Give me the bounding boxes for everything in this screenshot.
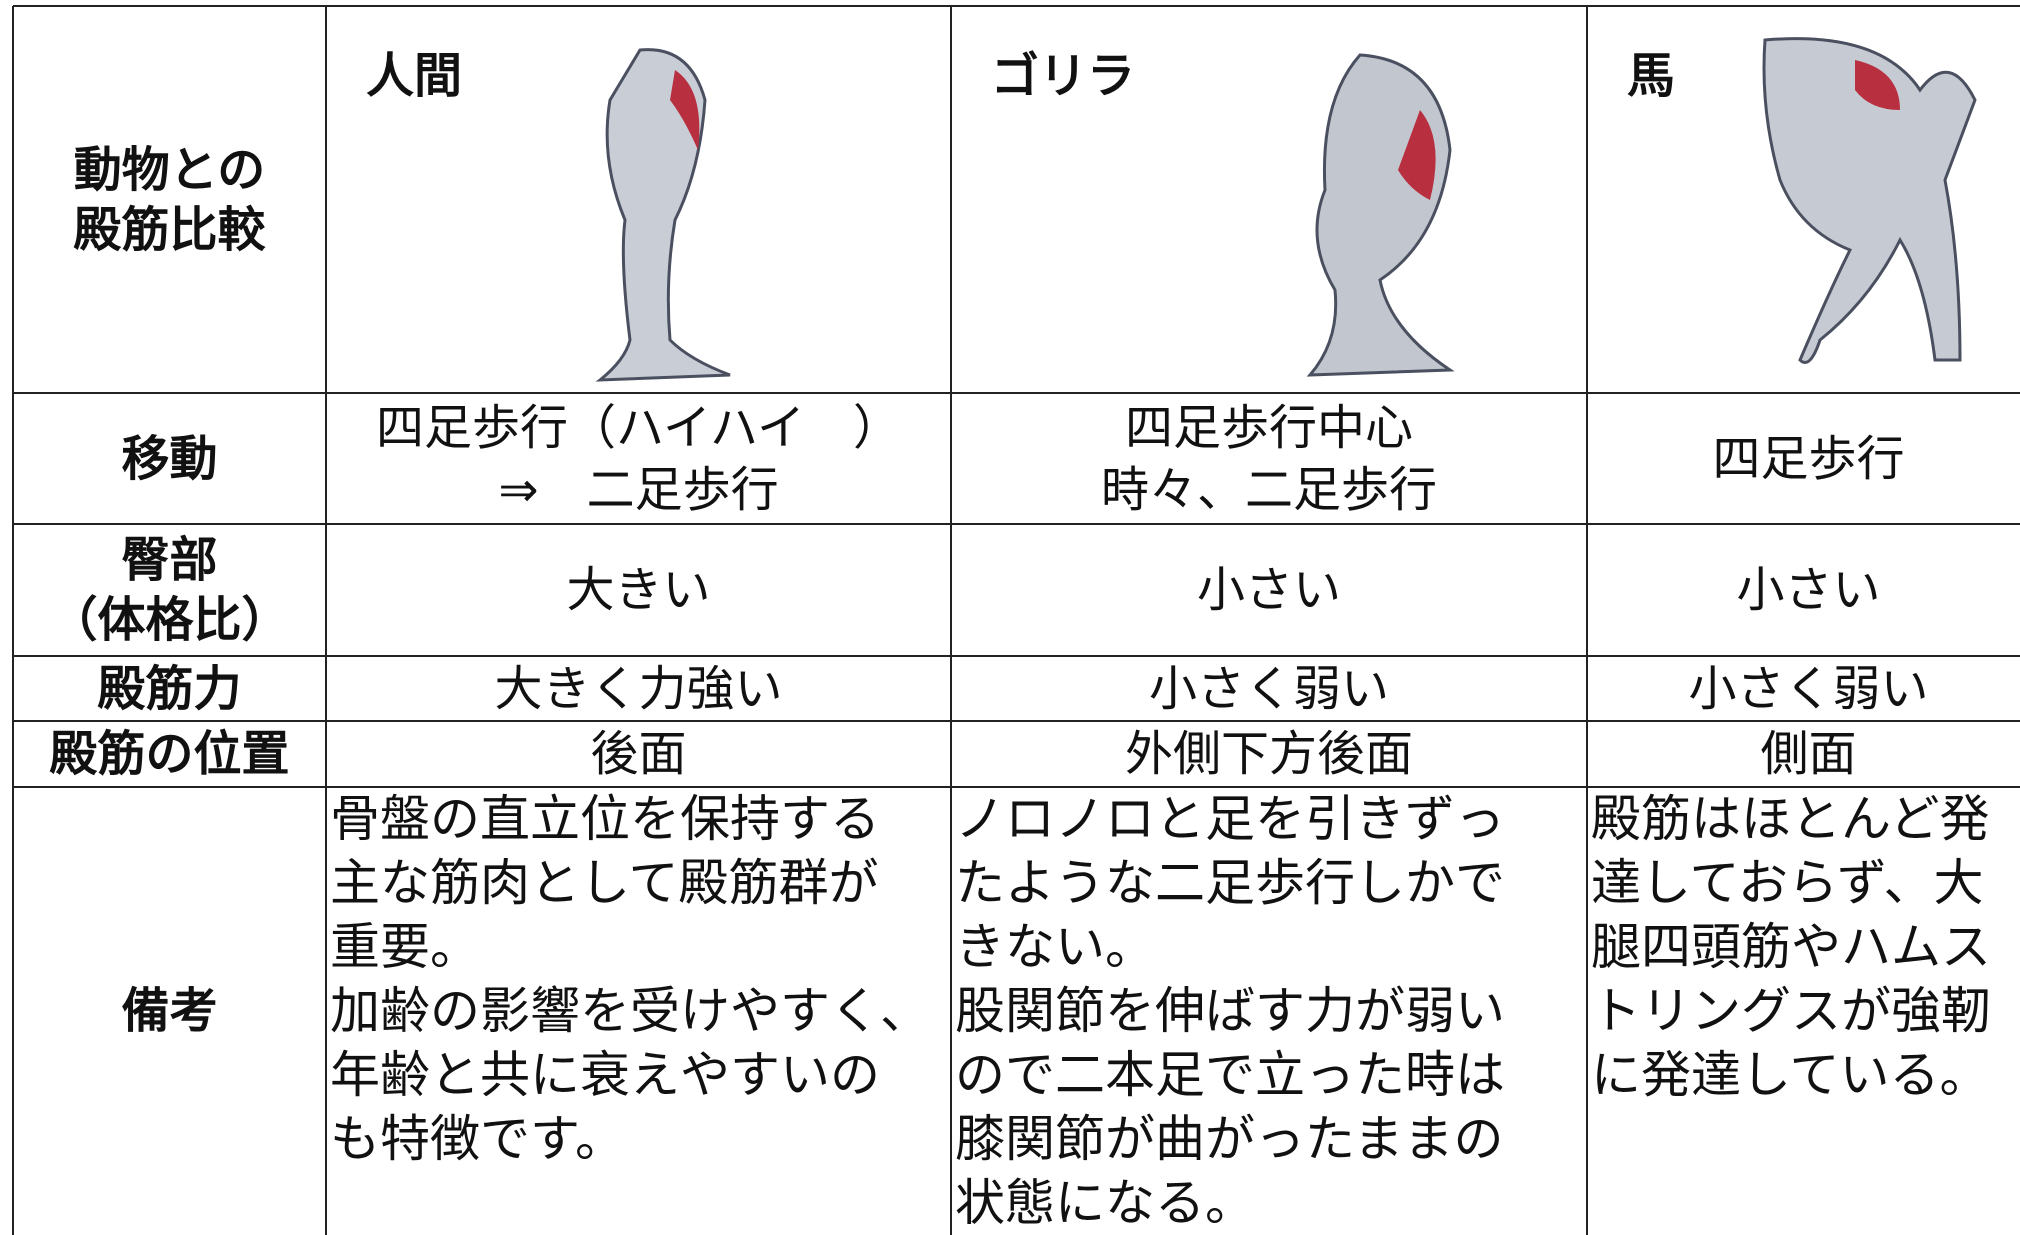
cell-line: 骨盤の直立位を保持する: [330, 790, 880, 848]
cell-line: 腿四頭筋やハムス: [1591, 918, 1991, 976]
cell-line: 膝関節が曲がったままの: [955, 1110, 1504, 1168]
horse-leg-illustration: [1762, 37, 1977, 364]
animal-name: 人間: [326, 6, 951, 393]
table-border: [325, 6, 327, 1235]
animal-name-text: 人間: [366, 48, 463, 104]
value-cell: 四足歩行（ハイハイ ） ⇒ 二足歩行: [326, 393, 951, 524]
cell-line: 重要。: [330, 918, 480, 976]
cell-line: ⇒ 二足歩行: [498, 461, 779, 518]
remark-cell: 殿筋はほとんど発 達しておらず、大 腿四頭筋やハムス トリングスが強靭 に発達している。: [1587, 787, 2020, 1235]
value-cell: 小さい: [951, 524, 1587, 656]
cell-line: 小さい: [1196, 562, 1341, 618]
table-border: [13, 786, 2020, 788]
table-border: [950, 6, 952, 1235]
row-label-line: 備考: [121, 983, 218, 1039]
row-label: 備考: [13, 787, 326, 1235]
value-cell: 小さく弱い: [1587, 656, 2020, 721]
cell-line: ノロノロと足を引きずっ: [955, 790, 1505, 848]
remark-cell: ノロノロと足を引きずっ たような二足歩行しかで きない。股関節を伸ばす力が弱い ので二…: [951, 787, 1587, 1235]
row-label-line: 殿筋の位置: [49, 726, 290, 782]
cell-line: 年齢と共に衰えやすいの: [330, 1046, 880, 1104]
row-label-line: （体格比）: [49, 592, 290, 648]
cell-line: に発達している。: [1591, 1046, 1990, 1104]
cell-line: 小さく弱い: [1148, 660, 1389, 717]
value-cell: 外側下方後面: [951, 721, 1587, 787]
row-label-line: 殿筋力: [97, 660, 242, 717]
animal-name-text: ゴリラ: [991, 48, 1136, 104]
table-border: [13, 523, 2020, 525]
table-border: [13, 655, 2020, 657]
cell-line: 股関節を伸ばす力が弱い: [955, 982, 1505, 1040]
value-cell: 小さく弱い: [951, 656, 1587, 721]
value-cell: 四足歩行: [1587, 393, 2020, 524]
human-leg-illustration: [595, 48, 731, 382]
table-border: [12, 6, 14, 1235]
cell-line: ので二本足で立った時は: [955, 1046, 1505, 1104]
row-label: 殿筋力: [13, 656, 326, 721]
remark-cell: 骨盤の直立位を保持する 主な筋肉として殿筋群が 重要。加齢の影響を受けやすく、 年齢と…: [326, 787, 951, 1235]
cell-line: 殿筋はほとんど発: [1591, 790, 1990, 848]
value-cell: 大きく力強い: [326, 656, 951, 721]
cell-line: 主な筋肉として殿筋群が: [330, 854, 879, 912]
cell-line: きない。: [955, 918, 1155, 976]
cell-line: も特徴です。: [330, 1110, 625, 1168]
cell-line: トリングスが強靭: [1591, 982, 1991, 1040]
cell-line: たような二足歩行しかで: [955, 854, 1505, 912]
animal-name: 馬: [1587, 6, 2020, 393]
row-label-line: 臀部: [121, 532, 218, 588]
cell-line: 四足歩行（ハイハイ ）: [375, 399, 902, 456]
header-label-line: 動物との: [73, 141, 266, 198]
value-cell: 小さい: [1587, 524, 2020, 656]
animal-name: ゴリラ: [951, 6, 1587, 393]
value-cell: 大きい: [326, 524, 951, 656]
cell-line: 外側下方後面: [1124, 726, 1413, 782]
row-label: 移動: [13, 393, 326, 524]
table-border: [13, 720, 2020, 722]
row-label: 殿筋の位置: [13, 721, 326, 787]
cell-line: 四足歩行中心: [1124, 399, 1413, 456]
gorilla-leg-illustration: [1306, 53, 1455, 377]
animal-name-text: 馬: [1627, 48, 1676, 104]
value-cell: 後面: [326, 721, 951, 787]
table-border: [1586, 6, 1588, 1235]
cell-line: 大きく力強い: [494, 660, 783, 717]
cell-line: 小さい: [1736, 562, 1881, 618]
row-label-line: 移動: [121, 430, 218, 487]
table-border: [13, 5, 2020, 7]
cell-line: 後面: [590, 726, 687, 782]
cell-line: 状態になる。: [955, 1174, 1255, 1232]
cell-line: 小さく弱い: [1688, 660, 1929, 717]
value-cell: 四足歩行中心 時々、二足歩行: [951, 393, 1587, 524]
cell-line: 側面: [1760, 726, 1857, 782]
cell-line: 加齢の影響を受けやすく、: [330, 982, 930, 1040]
header-label: 動物との 殿筋比較: [13, 6, 326, 393]
cell-line: 四足歩行: [1712, 430, 1905, 487]
value-cell: 側面: [1587, 721, 2020, 787]
cell-line: 達しておらず、大: [1591, 854, 1984, 912]
cell-line: 大きい: [566, 562, 711, 618]
row-label: 臀部 （体格比）: [13, 524, 326, 656]
table-border: [13, 392, 2020, 394]
cell-line: 時々、二足歩行: [1100, 461, 1437, 518]
header-label-line: 殿筋比較: [73, 201, 266, 258]
